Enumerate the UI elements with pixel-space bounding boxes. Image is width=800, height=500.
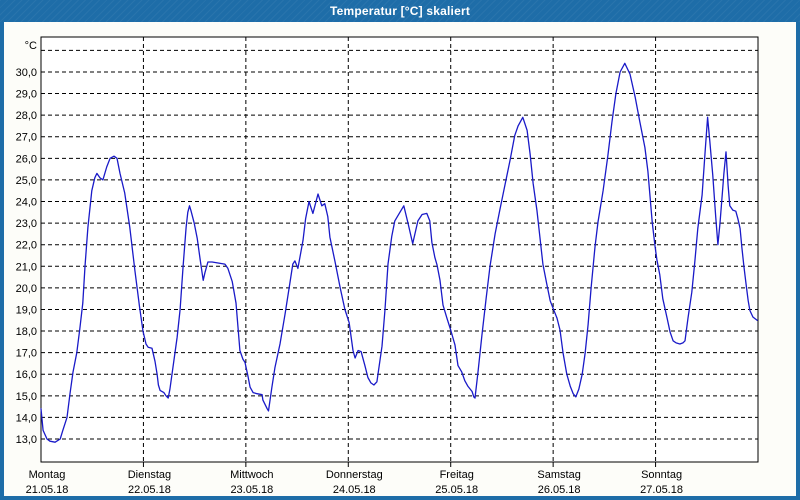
day-name-label: Dienstag	[128, 469, 171, 481]
y-tick-label: 21,0	[16, 261, 37, 273]
day-date-label: 21.05.18	[26, 484, 69, 496]
plot-area	[41, 37, 758, 462]
day-date-label: 25.05.18	[435, 484, 478, 496]
day-name-label: Montag	[29, 469, 66, 481]
y-tick-label: 28,0	[16, 110, 37, 122]
y-tick-label: 29,0	[16, 89, 37, 101]
y-tick-label: 14,0	[16, 412, 37, 424]
y-axis-unit-label: °C	[25, 40, 37, 52]
y-tick-label: 19,0	[16, 304, 37, 316]
y-tick-label: 24,0	[16, 197, 37, 209]
day-date-label: 27.05.18	[640, 484, 683, 496]
y-tick-label: 18,0	[16, 326, 37, 338]
y-tick-label: 23,0	[16, 218, 37, 230]
y-tick-label: 16,0	[16, 369, 37, 381]
day-date-label: 26.05.18	[538, 484, 581, 496]
app-window: Temperatur [°C] skaliert 30,029,028,027,…	[0, 0, 800, 500]
day-name-label: Donnerstag	[326, 469, 383, 481]
temperature-chart: 30,0 29,0 28,0 27,0 26,0 25,0 24,0 23,0 22,0 21,0…	[0, 0, 800, 500]
y-tick-label: 15,0	[16, 391, 37, 403]
day-name-label: Freitag	[440, 469, 474, 481]
y-tick-label: 25,0	[16, 175, 37, 187]
day-date-label: 22.05.18	[128, 484, 171, 496]
y-tick-label: 17,0	[16, 348, 37, 360]
day-name-label: Mittwoch	[230, 469, 273, 481]
y-tick-label: 26,0	[16, 153, 37, 165]
day-date-label: 23.05.18	[230, 484, 273, 496]
day-date-label: 24.05.18	[333, 484, 376, 496]
y-tick-label: 22,0	[16, 240, 37, 252]
day-name-label: Samstag	[537, 469, 580, 481]
y-tick-label: 13,0	[16, 434, 37, 446]
y-tick-label: 27,0	[16, 132, 37, 144]
y-tick-label: 20,0	[16, 283, 37, 295]
y-tick-label: 30,0	[16, 67, 37, 79]
day-name-label: Sonntag	[641, 469, 682, 481]
